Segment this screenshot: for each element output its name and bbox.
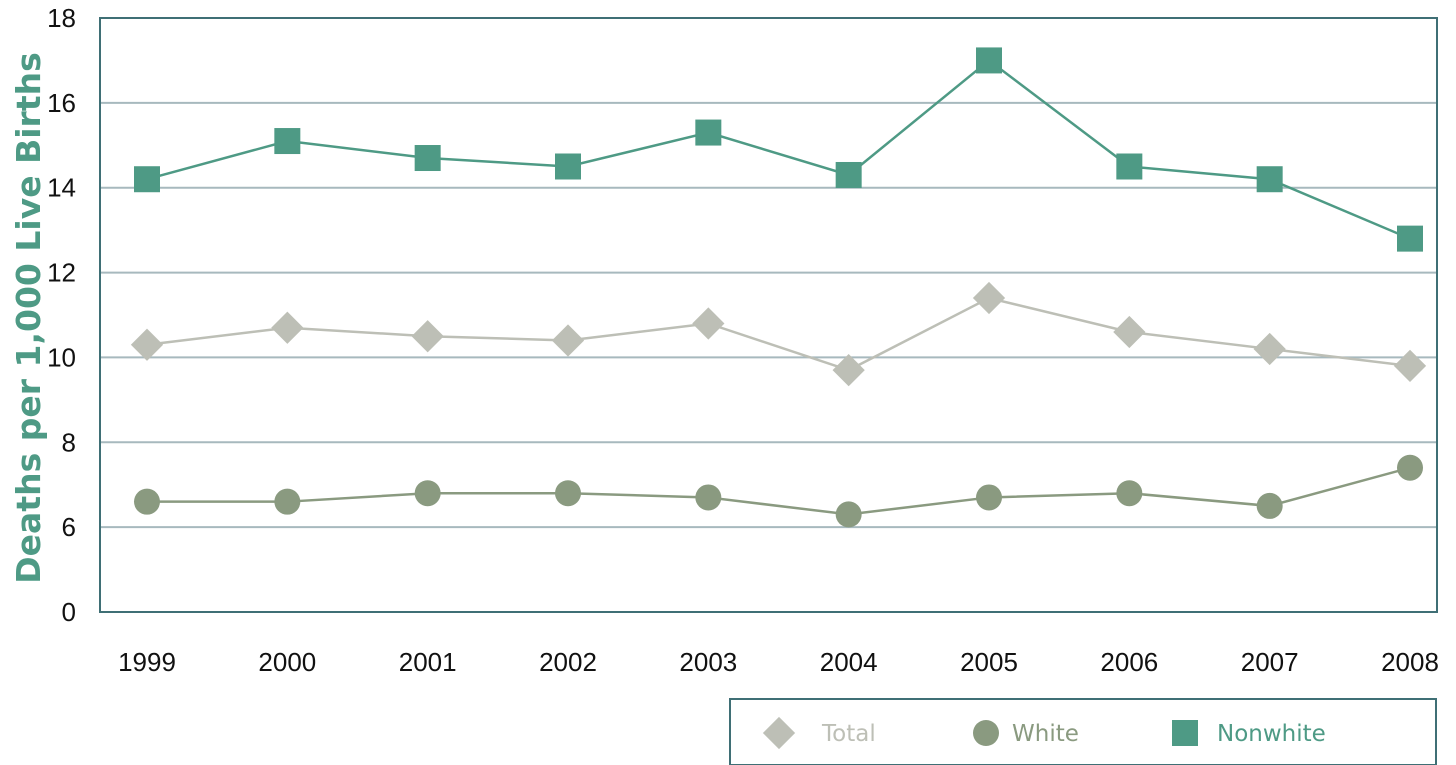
data-point-white <box>555 480 581 507</box>
data-point-white <box>1256 492 1283 519</box>
data-point-total <box>1253 332 1286 366</box>
x-tick-label: 2007 <box>1241 647 1299 677</box>
data-point-nonwhite <box>1397 225 1423 252</box>
series-total <box>130 281 1427 387</box>
data-point-nonwhite <box>555 153 581 180</box>
data-point-nonwhite <box>835 161 862 188</box>
x-tick-label: 2003 <box>679 647 737 677</box>
x-tick-label: 1999 <box>118 647 176 677</box>
plot-frame <box>99 17 1438 613</box>
legend-label-white: White <box>1012 721 1079 747</box>
y-axis-title: Deaths per 1,000 Live Births <box>9 52 48 583</box>
x-tick-label: 2002 <box>539 647 597 677</box>
series-line-white <box>147 466 1411 516</box>
series-white <box>134 454 1423 528</box>
grid <box>100 101 1437 529</box>
legend: Total White Nonwhite <box>729 698 1437 765</box>
data-point-white <box>695 484 722 511</box>
x-tick-label: 2001 <box>399 647 457 677</box>
data-point-total <box>551 324 585 357</box>
series-line-nonwhite <box>146 58 1411 240</box>
data-point-white <box>414 480 441 507</box>
data-point-total <box>411 320 444 353</box>
data-point-nonwhite <box>1256 166 1283 193</box>
data-point-white <box>134 488 160 515</box>
legend-label-nonwhite: Nonwhite <box>1217 721 1326 747</box>
y-tick-label: 18 <box>47 3 76 33</box>
data-point-nonwhite <box>695 119 722 146</box>
data-point-white <box>1116 480 1143 507</box>
x-tick-label: 2004 <box>820 647 878 677</box>
legend-label-total: Total <box>821 721 876 747</box>
data-point-total <box>832 354 865 387</box>
data-point-white <box>976 484 1002 511</box>
x-tick-label: 2008 <box>1381 647 1439 677</box>
legend-box <box>729 698 1437 765</box>
legend-marker-total <box>762 716 796 750</box>
data-point-white <box>1397 454 1423 481</box>
y-tick-label: 12 <box>47 258 76 288</box>
x-tick-label: 2005 <box>960 647 1018 677</box>
y-tick-label: 10 <box>47 342 76 372</box>
x-tick-label: 2000 <box>258 647 316 677</box>
y-tick-label: 16 <box>47 88 76 118</box>
data-point-white <box>835 501 862 528</box>
data-point-nonwhite <box>274 128 301 155</box>
y-tick-label: 14 <box>47 173 76 203</box>
data-point-total <box>130 328 164 361</box>
x-tick-label: 2006 <box>1100 647 1158 677</box>
legend-marker-white <box>973 720 999 746</box>
legend-marker-nonwhite <box>1172 720 1198 746</box>
x-axis-ticks: 1999 2000 2001 2002 2003 2004 2005 2006 2007 2008 <box>118 647 1439 677</box>
data-point-total <box>972 281 1006 315</box>
data-point-nonwhite <box>976 47 1002 74</box>
data-point-white <box>274 488 301 515</box>
y-axis-ticks: 0 6 8 10 12 14 16 18 <box>47 3 76 627</box>
data-point-total <box>692 307 725 340</box>
data-point-nonwhite <box>1116 153 1143 180</box>
y-tick-label: 8 <box>62 427 76 457</box>
series-line-total <box>146 296 1411 372</box>
series-layer <box>130 47 1427 528</box>
y-tick-label: 6 <box>62 512 76 542</box>
y-tick-label: 0 <box>62 597 76 627</box>
data-point-nonwhite <box>414 145 441 172</box>
data-point-total <box>271 311 304 344</box>
data-point-total <box>1113 315 1146 349</box>
data-point-nonwhite <box>134 166 160 193</box>
series-nonwhite <box>134 47 1423 252</box>
data-point-total <box>1393 349 1427 383</box>
